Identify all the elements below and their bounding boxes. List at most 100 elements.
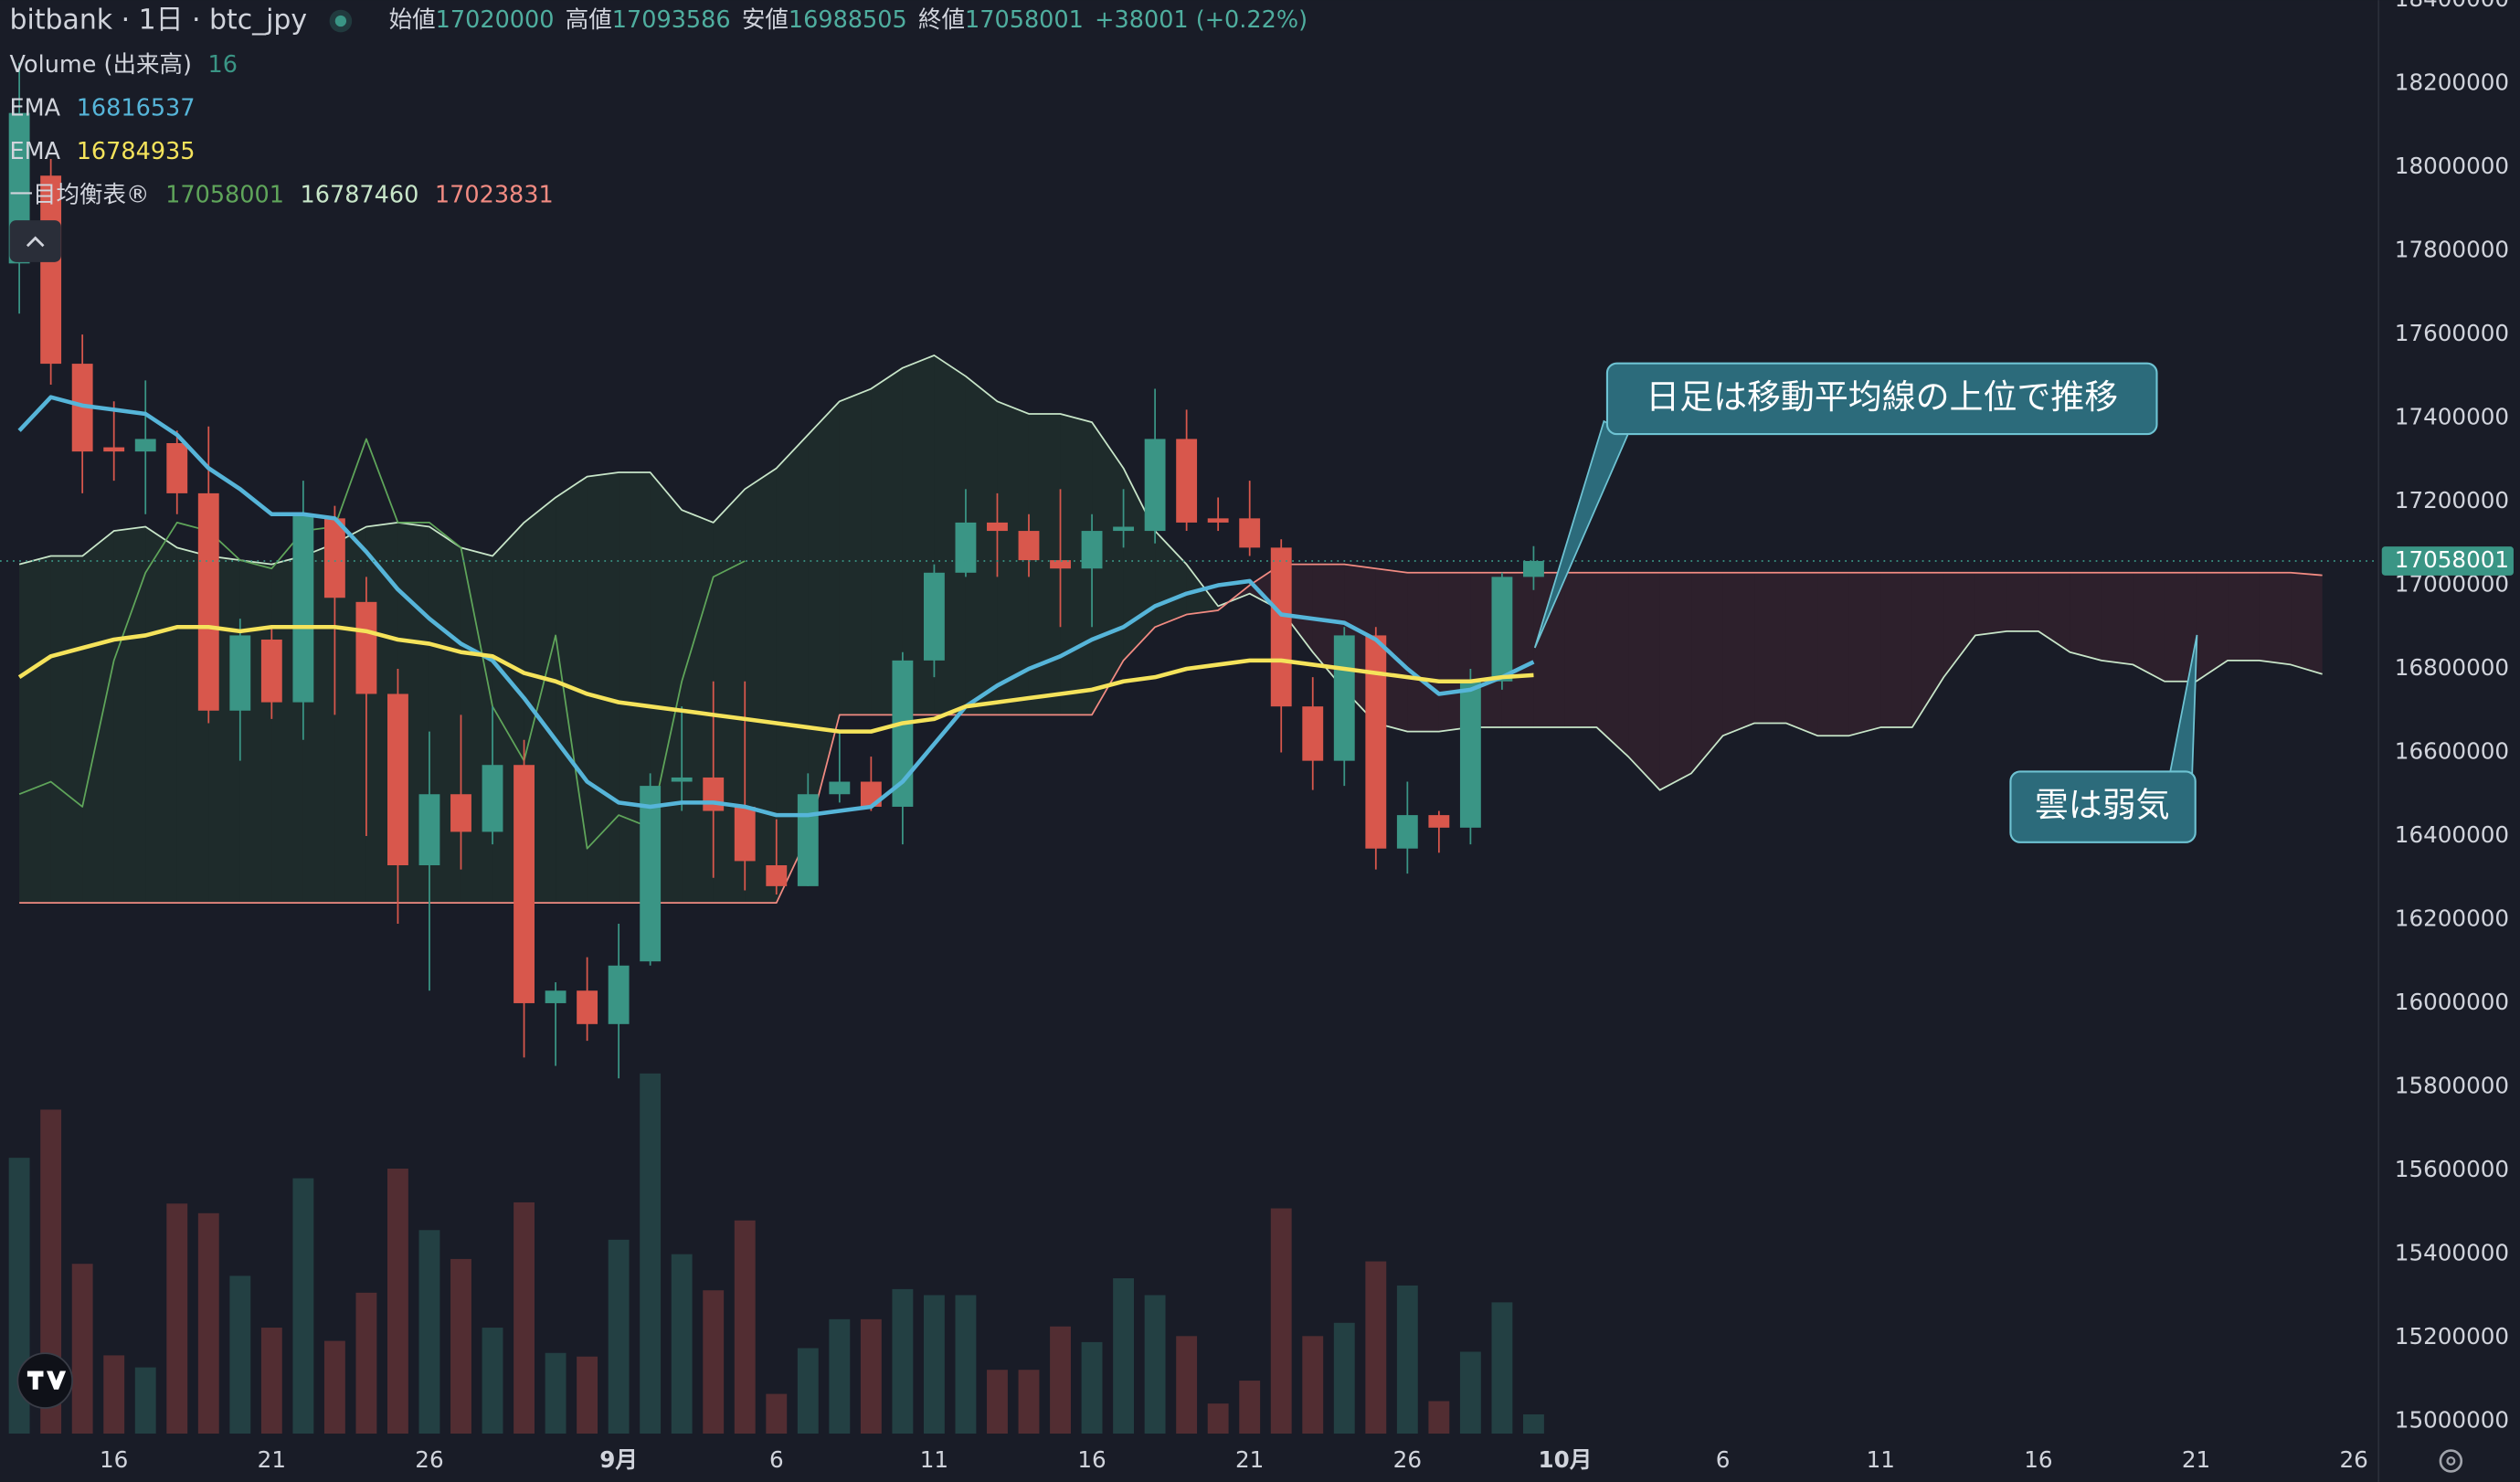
cloud-segment (776, 434, 809, 904)
candle-body (640, 786, 662, 962)
cloud-segment (50, 556, 83, 904)
y-tick-label: 18400000 (2395, 0, 2509, 12)
cloud-segment (2038, 572, 2070, 652)
volume-bar (418, 1230, 440, 1434)
x-tick-label: 16 (100, 1446, 128, 1473)
volume-bar (1270, 1208, 1292, 1434)
candle-body (1018, 531, 1040, 561)
candle-body (355, 601, 377, 694)
cloud-segment (2070, 572, 2102, 661)
cloud-segment (745, 468, 777, 904)
volume-bar (703, 1290, 725, 1434)
last-price-tag (2381, 546, 2514, 576)
volume-bar (1459, 1351, 1481, 1434)
volume-bar (1207, 1403, 1229, 1434)
volume-bar (1365, 1261, 1387, 1434)
cloud-segment (871, 367, 903, 715)
annotation-text: 日足は移動平均線の上位で推移 (1646, 377, 2118, 417)
volume-bar (1113, 1278, 1135, 1434)
cloud-segment (2228, 572, 2260, 661)
cloud-segment (2101, 572, 2134, 665)
x-tick-label: 26 (2339, 1446, 2367, 1473)
candle-body (134, 439, 156, 452)
settings-icon (2446, 1456, 2456, 1466)
cloud-segment (997, 401, 1029, 715)
candle-body (1333, 635, 1355, 761)
x-tick-label: 16 (1077, 1446, 1106, 1473)
volume-bar (545, 1352, 566, 1434)
candle-body (892, 660, 914, 807)
candle-body (829, 781, 851, 795)
volume-bar (1144, 1295, 1166, 1434)
x-tick-label: 21 (2182, 1446, 2210, 1473)
last-price-label: 17058001 (2395, 546, 2509, 573)
y-tick-label: 17800000 (2395, 237, 2509, 263)
volume-bar (260, 1328, 282, 1434)
candle-body (387, 693, 408, 866)
cloud-segment (1785, 572, 1818, 736)
y-tick-label: 18200000 (2395, 69, 2509, 96)
y-tick-label: 15400000 (2395, 1239, 2509, 1265)
volume-bar (608, 1239, 630, 1434)
candle-body (514, 765, 535, 1003)
candle-body (1523, 560, 1544, 577)
legend: bitbank · 1日 · btc_jpy 始値17020000 高値170935… (10, 5, 1308, 209)
volume-bar (323, 1340, 345, 1434)
y-tick-label: 15200000 (2395, 1323, 2509, 1350)
volume-bar (482, 1328, 503, 1434)
candle-body (229, 635, 251, 711)
collapse-icon (26, 236, 45, 248)
candle-body (1239, 518, 1261, 548)
axes: 15000000 15200000 15400000 15600000 15800000… (100, 0, 2514, 1473)
symbol-title: bitbank · 1日 · btc_jpy (10, 5, 308, 37)
volume-bar (923, 1295, 945, 1434)
cloud-segment (2133, 572, 2165, 682)
cloud-segment (1722, 572, 1755, 736)
indicator-value: 16 (207, 51, 237, 79)
cloud-segment (1848, 572, 1881, 736)
candle-body (577, 990, 598, 1024)
y-tick-label: 18000000 (2395, 153, 2509, 179)
cloud-segment (682, 510, 714, 904)
settings-button[interactable] (2439, 1449, 2463, 1473)
candle-body (1207, 518, 1229, 523)
candle-body (1270, 547, 1292, 707)
collapse-button[interactable] (9, 220, 61, 262)
ohlc-value: 16988505 (789, 6, 907, 34)
volume-bar (1396, 1285, 1418, 1434)
cloud-segment (839, 388, 872, 715)
indicator-legend: 一目均衡表® 17058001 16787460 17023831 (10, 182, 554, 209)
indicator-value: 16787460 (301, 182, 419, 209)
x-tick-label: 26 (1393, 1446, 1422, 1473)
cloud-segment (2006, 572, 2038, 631)
change-value: +38001 (+0.22%) (1095, 6, 1308, 34)
cloud-segment (1533, 572, 1565, 728)
candle-body (292, 513, 314, 703)
volume-bar (577, 1356, 598, 1434)
tradingview-logo[interactable] (16, 1352, 74, 1409)
volume-bar (1302, 1336, 1324, 1434)
ohlc-label: 高値 (566, 6, 612, 34)
volume-bar (166, 1203, 188, 1434)
x-tick-label: 6 (1716, 1446, 1731, 1473)
candle-body (797, 794, 819, 886)
volume-bar (671, 1254, 693, 1434)
candle-body (1396, 815, 1418, 849)
candle-body (1176, 439, 1198, 523)
y-tick-label: 15600000 (2395, 1156, 2509, 1182)
candle-body (923, 572, 945, 661)
ohlc-value: 17093586 (612, 6, 731, 34)
candle-body (450, 794, 471, 832)
x-tick-label: 6 (769, 1446, 784, 1473)
volume-bar (450, 1258, 471, 1434)
y-tick-label: 16200000 (2395, 905, 2509, 931)
y-tick-label: 16600000 (2395, 737, 2509, 764)
ohlc-label: 始値 (389, 6, 436, 34)
cloud-segment (1060, 413, 1093, 715)
volume-bar (1428, 1401, 1450, 1434)
cloud-segment (239, 560, 272, 904)
volume-bar (1081, 1341, 1103, 1434)
volume-bar (1050, 1326, 1071, 1434)
annotation-text: 雲は弱気 (2035, 786, 2170, 825)
